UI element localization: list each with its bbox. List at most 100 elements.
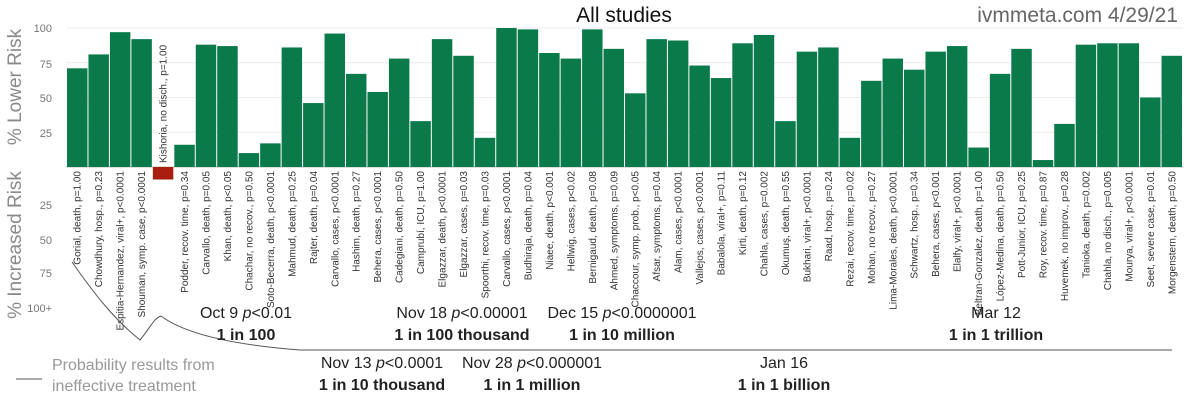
milestone-odds: 1 in 1 trillion xyxy=(949,327,1043,344)
y-axis-label-increased-risk: % Increased Risk xyxy=(5,171,26,319)
study-label: Carvallo, death, p=0.05 xyxy=(202,171,213,275)
bar xyxy=(496,28,517,167)
bar xyxy=(281,47,303,167)
study-label: Carvallo, cases, p<0.0001 xyxy=(502,171,513,287)
bar xyxy=(861,80,882,167)
bar xyxy=(582,29,603,167)
bar xyxy=(303,103,324,167)
study-label: Afsar, symptoms, p=0.04 xyxy=(652,171,663,282)
study-label: Hashim, death, p=0.27 xyxy=(352,171,363,272)
y-tick-label: 25 xyxy=(40,200,52,212)
bar xyxy=(603,48,624,167)
study-label: Hellwig, cases, p<0.02 xyxy=(566,171,577,272)
y-ticks-group: 100 75 50 25 25 50 75 100+ xyxy=(27,23,52,315)
y-tick-label: 50 xyxy=(40,93,52,105)
study-label: Elgazzar, cases, p=0.03 xyxy=(459,171,470,278)
bar xyxy=(410,121,431,167)
milestone-date: Nov 13 p<0.0001 xyxy=(321,355,443,372)
study-label: Khan, death, p<0.05 xyxy=(223,171,234,262)
bar xyxy=(1032,160,1054,167)
study-label: Chahla, no disch., p=0.005 xyxy=(1103,171,1114,291)
source-label: ivmmeta.com 4/29/21 xyxy=(977,4,1178,27)
bar xyxy=(946,46,968,167)
milestone-date: Nov 18 p<0.00001 xyxy=(396,305,527,322)
bar xyxy=(753,34,775,168)
study-label: Chowdhury, hosp., p=0.23 xyxy=(94,171,105,288)
study-label: Behera, cases, p<0.0001 xyxy=(373,171,384,283)
bar xyxy=(324,33,345,168)
study-label: Carvallo, cases, p<0.0001 xyxy=(330,171,341,287)
y-tick-label: 75 xyxy=(40,268,52,280)
study-label: Alam, cases, p<0.0001 xyxy=(674,171,685,273)
study-label: Elgazzar, death, p<0.0001 xyxy=(438,171,449,288)
study-label: Soto-Becerra, death, p<0.0001 xyxy=(266,171,277,308)
bar xyxy=(109,32,131,167)
study-label: Kirti, death, p=0.12 xyxy=(738,171,749,256)
study-label: Shouman, symp. case, p<0.0001 xyxy=(137,171,148,318)
bar xyxy=(517,29,539,167)
study-label: Gorial, death, p=1.00 xyxy=(73,171,84,265)
bar xyxy=(195,44,217,167)
study-label: Spoorthi, recov. time, p=0.03 xyxy=(481,171,492,299)
study-label: Rezai, recov. time, p=0.02 xyxy=(845,171,856,287)
y-tick-label: 100+ xyxy=(27,303,52,315)
study-label: Morgenstern, death, p=0.50 xyxy=(1167,171,1178,295)
study-label: Chaccour, symp. prob., p<0.05 xyxy=(631,171,642,308)
bar xyxy=(560,58,582,167)
bars-group xyxy=(67,28,1182,180)
bar xyxy=(796,51,818,167)
chart-title: All studies xyxy=(576,4,672,27)
study-labels-group: Gorial, death, p=1.00 Chowdhury, hosp., p… xyxy=(73,44,1179,330)
bar xyxy=(667,40,689,168)
study-label: Bernigaud, death, p=0.08 xyxy=(588,171,599,284)
milestone-date: Nov 28 p<0.000001 xyxy=(462,355,602,372)
y-tick-label: 25 xyxy=(40,128,52,140)
bar xyxy=(968,147,989,167)
study-label: Mahmud, death, p=0.25 xyxy=(287,171,298,277)
study-label: Lima-Morales, death, p<0.0001 xyxy=(888,171,899,310)
bar xyxy=(1054,123,1075,167)
bar xyxy=(474,137,496,167)
milestone-date: Jan 16 xyxy=(760,355,808,372)
study-label: Budhiraja, death, p=0.04 xyxy=(523,171,534,281)
milestone-date: Mar 12 xyxy=(971,305,1021,322)
study-label: Babalola, viral+, p=0.11 xyxy=(717,171,728,276)
bar xyxy=(818,47,839,167)
study-label: Huvemek, no improv., p=0.28 xyxy=(1060,171,1071,302)
legend-text-line2: ineffective treatment xyxy=(52,378,196,395)
y-tick-label: 50 xyxy=(40,235,52,247)
study-label: Kishoria, no disch., p=1.00 xyxy=(159,44,170,163)
bar xyxy=(260,143,281,167)
bar xyxy=(1011,48,1032,167)
y-tick-label: 75 xyxy=(40,59,52,71)
bar xyxy=(732,43,753,167)
bar xyxy=(131,39,152,168)
milestone-date: Dec 15 p<0.0000001 xyxy=(547,305,696,322)
study-label: Pott-Junior, ICU, p=0.25 xyxy=(1017,171,1028,278)
bar xyxy=(152,167,174,180)
bar xyxy=(174,144,195,167)
bar xyxy=(775,121,796,167)
study-label: Bukhari, viral+, p<0.0001 xyxy=(802,171,813,283)
bar xyxy=(1161,55,1182,167)
milestone-odds: 1 in 100 thousand xyxy=(394,327,529,344)
milestone-odds: 1 in 1 million xyxy=(484,377,581,394)
bar xyxy=(625,93,646,167)
milestone-odds: 1 in 10 thousand xyxy=(319,377,445,394)
study-label: Beltran-Gonzalez, death, p=1.00 xyxy=(974,171,985,316)
study-label: López-Medina, death, p=0.50 xyxy=(996,171,1007,302)
probability-curve xyxy=(71,261,1172,351)
bar xyxy=(989,73,1011,167)
bar xyxy=(238,153,260,167)
bar xyxy=(1118,43,1140,167)
bar xyxy=(925,51,946,167)
bar xyxy=(1097,43,1118,167)
study-label: Chachar, no recov., p=0.50 xyxy=(244,171,255,291)
study-label: Raad, hosp., p=0.24 xyxy=(824,171,835,262)
bar xyxy=(882,58,903,167)
study-label: Seet, severe case, p=0.01 xyxy=(1146,171,1157,288)
milestone-odds: 1 in 100 xyxy=(217,327,276,344)
study-label: Elalfy, viral+, p<0.0001 xyxy=(953,171,964,272)
milestone-date: Oct 9 p<0.01 xyxy=(200,305,292,322)
